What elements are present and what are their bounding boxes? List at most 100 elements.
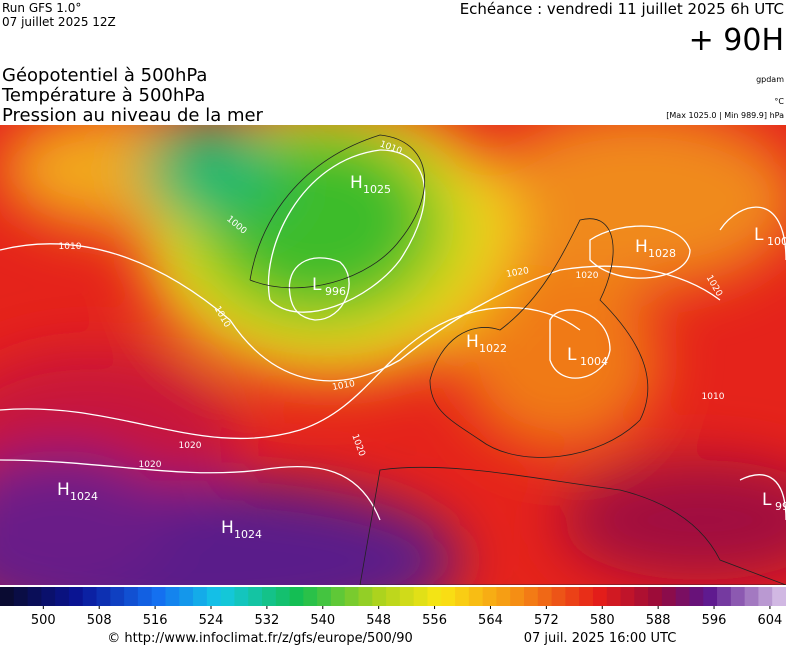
colorbar-tick-label: 540 (310, 613, 335, 628)
isobar-label: 1010 (332, 379, 357, 393)
colorbar-swatch (744, 587, 759, 606)
colorbar-swatch (55, 587, 70, 606)
colorbar-swatch (661, 587, 677, 606)
center-letter: H (221, 518, 234, 538)
isobar-label: 1020 (506, 266, 531, 280)
colorbar-swatch (565, 587, 580, 606)
colorbar-swatch (206, 587, 222, 606)
colorbar-swatch (455, 587, 470, 606)
colorbar-swatch (620, 587, 635, 606)
colorbar-tick-label: 580 (590, 613, 615, 628)
unit-label: gpdam (756, 75, 784, 84)
center-letter: H (350, 173, 363, 193)
center-value: 1024 (70, 490, 98, 503)
isobar-label: 1020 (576, 271, 599, 281)
colorbar-tick-label: 596 (702, 613, 727, 628)
colorbar-swatch (303, 587, 318, 606)
colorbar-swatch (606, 587, 622, 606)
colorbar-swatch (675, 587, 690, 606)
pressure-center: L 99 (762, 490, 786, 513)
colorbar-swatch (41, 587, 56, 606)
center-letter: L (312, 275, 322, 295)
colorbar-tick-label: 564 (478, 613, 503, 628)
colorbar-tick-label: 572 (534, 613, 559, 628)
pressure-center: H 1028 (635, 237, 676, 260)
colorbar-swatch (0, 587, 15, 606)
colorbar-swatch (344, 587, 360, 606)
pressure-center: L 996 (312, 275, 346, 298)
unit-label: °C (774, 97, 784, 106)
colorbar-swatch (537, 587, 553, 606)
isobar-label: 1020 (179, 441, 202, 451)
colorbar-swatch (193, 587, 208, 606)
colorbar-swatch (551, 587, 566, 606)
colorbar-swatch (289, 587, 304, 606)
colorbar-swatch (165, 587, 180, 606)
isobar-label: 1020 (139, 460, 162, 470)
colorbar-swatch (13, 587, 29, 606)
colorbar-swatch (68, 587, 84, 606)
colorbar-tick-label: 588 (646, 613, 671, 628)
lead-time: + 90H (689, 23, 784, 58)
colorbar-tick-label: 524 (199, 613, 224, 628)
center-value: 996 (325, 285, 346, 298)
colorbar-swatch (703, 587, 718, 606)
colorbar-swatch (579, 587, 594, 606)
center-letter: L (754, 225, 764, 245)
colorbar-swatch (399, 587, 415, 606)
center-letter: L (567, 345, 577, 365)
isobars (0, 149, 786, 521)
colorbar-swatch (96, 587, 111, 606)
colorbar-swatch (110, 587, 125, 606)
colorbar-swatch (372, 587, 387, 606)
colorbar-tick-label: 604 (758, 613, 783, 628)
pressure-center: L 100 (754, 225, 786, 248)
colorbar-swatch (427, 587, 442, 606)
colorbar-tick-label: 500 (31, 613, 56, 628)
forecast-time: Echéance : vendredi 11 juillet 2025 6h U… (460, 0, 784, 18)
title-line: Température à 500hPa (1, 85, 205, 106)
pressure-center: H 1024 (57, 480, 98, 503)
center-letter: H (466, 332, 479, 352)
colorbar-swatch (772, 587, 786, 606)
colorbar-swatch (220, 587, 235, 606)
colorbar-swatch (275, 587, 291, 606)
colorbar-tick-label: 516 (143, 613, 168, 628)
generated-time: 07 juil. 2025 16:00 UTC (524, 631, 677, 646)
colorbar-swatch (386, 587, 401, 606)
run-label: Run GFS 1.0° (2, 1, 81, 15)
colorbar-swatch (758, 587, 773, 606)
colorbar-swatch (413, 587, 428, 606)
center-value: 1025 (363, 183, 391, 196)
center-value: 1022 (479, 342, 507, 355)
colorbar-swatch (358, 587, 373, 606)
colorbar-swatch (330, 587, 346, 606)
colorbar-swatch (592, 587, 608, 606)
colorbar-swatch (234, 587, 249, 606)
colorbar-swatch (179, 587, 194, 606)
unit-label: [Max 1025.0 | Min 989.9] hPa (666, 111, 784, 120)
colorbar-tick-label: 508 (87, 613, 112, 628)
pressure-center: H 1024 (221, 518, 262, 541)
colorbar-swatch (689, 587, 704, 606)
center-value: 1004 (580, 355, 608, 368)
colorbar-tick-label: 548 (366, 613, 391, 628)
colorbar-tick-label: 556 (422, 613, 447, 628)
run-date: 07 juillet 2025 12Z (2, 15, 116, 29)
center-value: 99 (775, 500, 786, 513)
isobar-label: 1010 (59, 242, 82, 252)
colorbar-swatch (482, 587, 497, 606)
isobar-label: 1010 (702, 392, 725, 402)
colorbar-swatch (82, 587, 98, 606)
colorbar-swatch (262, 587, 277, 606)
title-line: Géopotentiel à 500hPa (2, 65, 207, 86)
colorbar-swatch (496, 587, 511, 606)
center-letter: L (762, 490, 772, 510)
colorbar-swatch (524, 587, 539, 606)
pressure-center: L 1004 (567, 345, 608, 368)
pressure-center: H 1025 (350, 173, 391, 196)
colorbar-swatch (124, 587, 139, 606)
title-line: Pression au niveau de la mer (2, 105, 264, 126)
